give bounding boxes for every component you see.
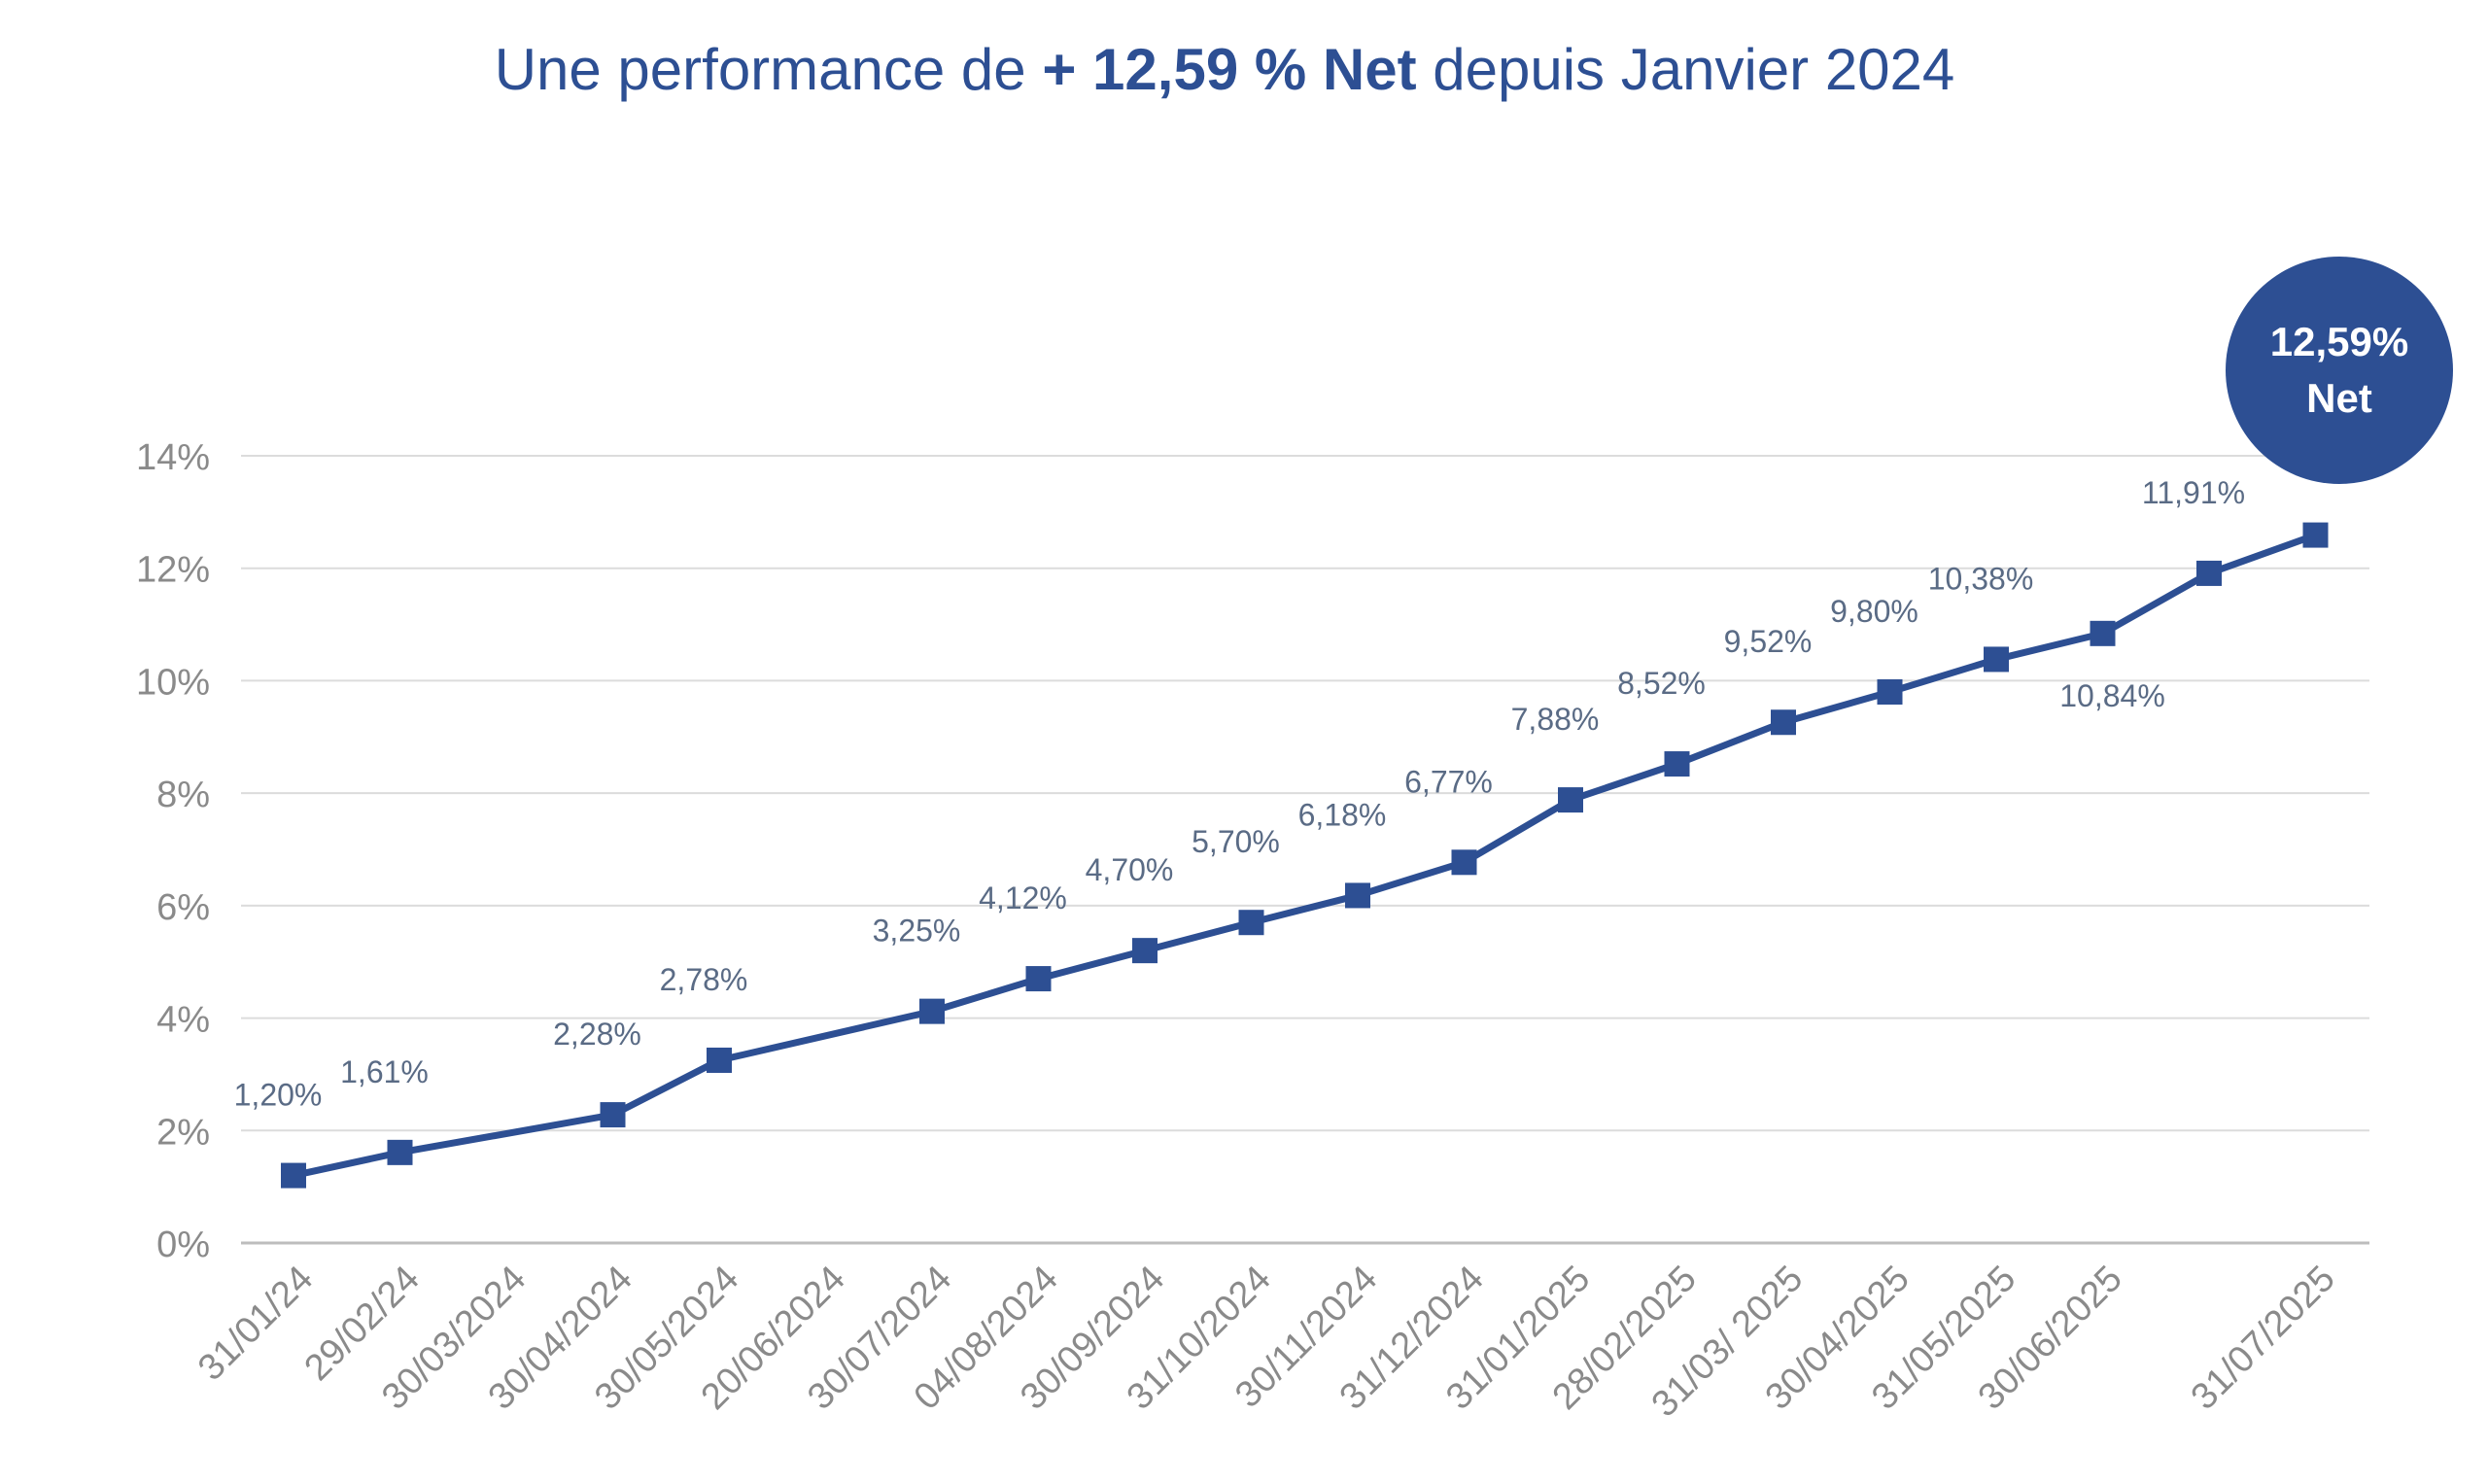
data-label: 4,70%	[1086, 852, 1174, 887]
data-label: 1,61%	[340, 1054, 429, 1089]
data-label: 8,52%	[1617, 666, 1706, 701]
data-label: 11,91%	[2142, 475, 2245, 510]
data-labels: 1,20% 1,61% 2,28% 2,78% 3,25% 4,12% 4,70% 5,70%…	[234, 475, 2245, 1113]
chart-title-suffix: depuis Janvier 2024	[1417, 37, 1955, 102]
data-label: 6,18%	[1298, 797, 1387, 832]
data-point-marker	[1132, 938, 1158, 964]
series-markers	[281, 522, 2329, 1189]
data-point-marker	[1451, 849, 1477, 876]
data-label: 10,84%	[2059, 678, 2165, 713]
chart-title-highlight: + 12,59 % Net	[1042, 37, 1416, 102]
data-point-marker	[600, 1102, 626, 1128]
data-point-marker	[2196, 560, 2222, 586]
badge-circle	[2226, 257, 2453, 484]
data-label: 1,20%	[234, 1078, 323, 1113]
badge-net-label: Net	[2306, 375, 2372, 421]
y-axis-ticks: 0% 2% 4% 6% 8% 10% 12% 14%	[136, 437, 210, 1265]
data-point-marker	[2302, 522, 2329, 548]
data-point-marker	[281, 1162, 306, 1189]
series-line-group	[290, 532, 2319, 1180]
data-label: 2,28%	[553, 1017, 641, 1052]
data-point-marker	[707, 1047, 732, 1073]
data-label: 3,25%	[873, 914, 961, 949]
data-label: 4,12%	[979, 880, 1067, 915]
data-point-marker	[1771, 709, 1796, 736]
y-tick-label: 8%	[156, 775, 210, 815]
y-tick-label: 6%	[156, 887, 210, 928]
data-label: 5,70%	[1192, 824, 1280, 859]
chart-title-prefix: Une performance de	[495, 37, 1043, 102]
data-label: 9,80%	[1830, 594, 1918, 629]
data-point-marker	[387, 1139, 413, 1165]
data-point-marker	[2090, 620, 2116, 646]
data-point-marker	[1558, 787, 1583, 813]
data-point-marker	[1345, 882, 1370, 909]
data-point-marker	[1238, 910, 1264, 936]
data-label: 7,88%	[1511, 702, 1600, 737]
y-tick-label: 4%	[156, 1000, 210, 1041]
y-tick-label: 0%	[156, 1225, 210, 1265]
x-axis-ticks: 31/01/2429/02/2430/03/202430/04/202430/0…	[190, 1259, 2343, 1426]
x-tick-label: 31/07/2025	[2184, 1259, 2343, 1418]
data-point-marker	[1877, 679, 1903, 705]
y-tick-label: 14%	[136, 437, 210, 478]
gridlines	[241, 455, 2369, 1245]
data-label: 2,78%	[660, 962, 748, 997]
x-tick-label: 31/01/24	[190, 1259, 321, 1389]
data-label: 10,38%	[1928, 561, 2034, 596]
data-point-marker	[1025, 966, 1052, 992]
data-label: 9,52%	[1724, 624, 1813, 659]
chart-title: Une performance de + 12,59 % Net depuis …	[495, 37, 1955, 102]
data-point-marker	[1984, 646, 2009, 673]
data-label: 6,77%	[1404, 764, 1493, 799]
y-tick-label: 12%	[136, 550, 210, 591]
y-tick-label: 2%	[156, 1112, 210, 1153]
data-point-marker	[1664, 751, 1690, 777]
badge-value: 12,59%	[2270, 319, 2408, 364]
net-performance-badge: 12,59% Net	[2226, 257, 2453, 484]
series-line	[290, 532, 2319, 1180]
data-point-marker	[919, 998, 945, 1024]
y-tick-label: 10%	[136, 662, 210, 703]
